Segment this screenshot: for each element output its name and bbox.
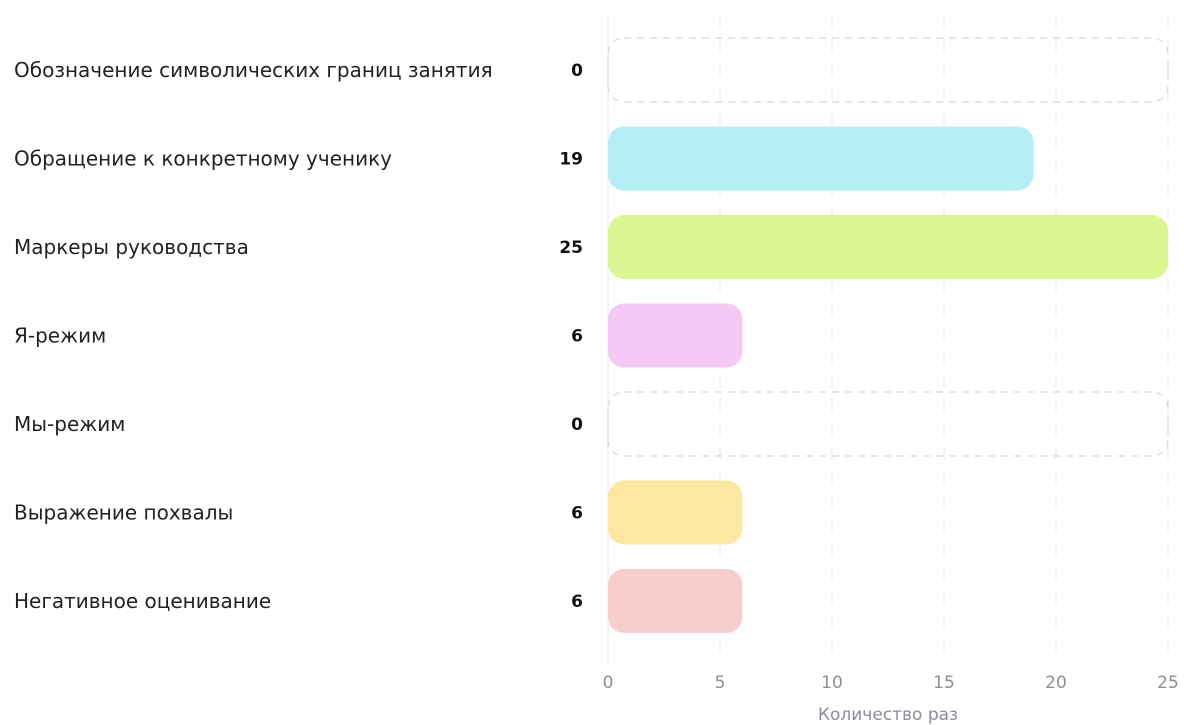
category-labels: Обозначение символических границ занятия…	[14, 58, 493, 613]
value-label: 6	[571, 504, 583, 524]
x-tick-label: 0	[603, 673, 614, 693]
category-label: Обозначение символических границ занятия	[14, 58, 493, 82]
bar	[608, 215, 1168, 279]
category-label: Выражение похвалы	[14, 501, 233, 525]
value-label: 0	[571, 61, 583, 81]
x-tick-label: 15	[933, 673, 955, 693]
category-label: Обращение к конкретному ученику	[14, 147, 392, 171]
bar-empty	[607, 391, 1169, 457]
category-label: Мы-режим	[14, 412, 125, 436]
grid-lines	[607, 14, 1169, 662]
x-tick-label: 5	[715, 673, 726, 693]
category-label: Я-режим	[14, 324, 106, 348]
x-tick-label: 25	[1157, 673, 1179, 693]
x-tick-label: 20	[1045, 673, 1067, 693]
x-axis-title: Количество раз	[818, 705, 958, 725]
bar	[608, 126, 1034, 191]
bar	[608, 303, 743, 368]
value-label: 25	[559, 238, 583, 258]
value-labels: 0 19 25 6 0 6 6	[559, 61, 583, 612]
category-label: Маркеры руководства	[14, 235, 249, 259]
value-label: 19	[559, 150, 583, 170]
x-axis-ticks: 0 5 10 15 20 25	[603, 673, 1179, 693]
bars	[607, 37, 1169, 633]
bar	[608, 569, 743, 633]
value-label: 0	[571, 415, 583, 435]
value-label: 6	[571, 592, 583, 612]
x-tick-label: 10	[821, 673, 843, 693]
bar-empty	[607, 37, 1169, 103]
value-label: 6	[571, 327, 583, 347]
category-label: Негативное оценивание	[14, 589, 271, 613]
bar	[608, 480, 743, 545]
